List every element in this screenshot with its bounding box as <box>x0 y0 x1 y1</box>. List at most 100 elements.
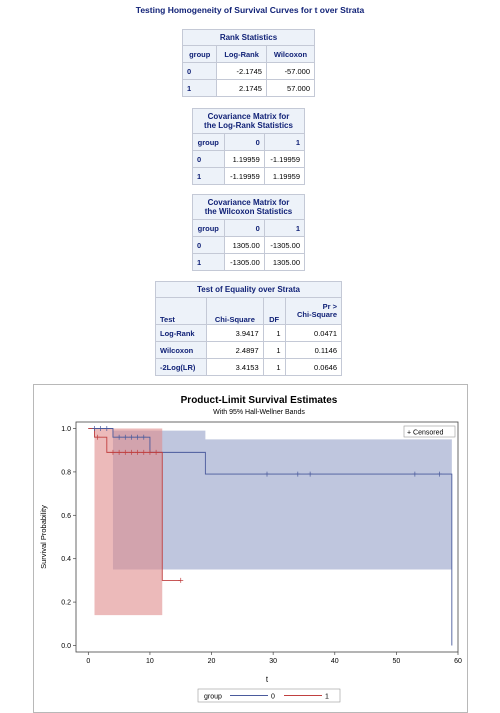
censored-mark <box>307 471 313 477</box>
cell: 1 <box>262 358 286 377</box>
censored-mark <box>110 449 116 455</box>
header-chi-square: Chi-Square <box>206 297 264 326</box>
cell: 1305.00 <box>263 253 306 272</box>
y-tick-label: 0.8 <box>61 469 71 476</box>
header-pr-chi-square: Pr > Chi-Square <box>284 297 343 326</box>
censored-mark <box>178 577 184 583</box>
row-header: Wilcoxon <box>154 341 208 360</box>
censored-mark <box>116 449 122 455</box>
rank-statistics-table: Rank Statistics group Log-Rank Wilcoxon … <box>181 29 316 98</box>
cell: -2.1745 <box>216 62 267 81</box>
axes: 0 10 20 30 40 50 60 0.0 0.2 0.4 0.6 0.8 1.0 <box>61 426 462 665</box>
cell: 0.0471 <box>284 324 343 343</box>
chart-title: Product-Limit Survival Estimates <box>181 395 338 406</box>
cell: 57.000 <box>265 79 316 98</box>
caption-line: Covariance Matrix for <box>207 198 290 207</box>
survival-plot: Product-Limit Survival Estimates With 95… <box>39 395 462 703</box>
censored-mark <box>98 426 104 432</box>
censored-mark <box>147 449 153 455</box>
censored-marks <box>91 426 443 583</box>
censored-mark <box>116 434 122 440</box>
x-tick-label: 0 <box>86 658 90 665</box>
y-axis-label: Survival Probability <box>39 505 48 569</box>
censored-mark <box>122 434 128 440</box>
header-0: 0 <box>223 219 265 238</box>
censored-mark <box>135 434 141 440</box>
plot-area-border <box>75 421 459 653</box>
header-group: group <box>192 219 225 238</box>
header-1: 1 <box>263 133 306 152</box>
row-header: 0 <box>181 62 218 81</box>
censored-legend-box <box>403 425 456 438</box>
header-wilcoxon: Wilcoxon <box>265 45 316 64</box>
censored-legend: + Censored <box>403 425 456 438</box>
header-1: 1 <box>263 219 306 238</box>
header-group: group <box>181 45 218 64</box>
x-tick-label: 30 <box>269 658 277 665</box>
rank-statistics-caption: Rank Statistics <box>182 29 315 46</box>
cell: -1.19959 <box>263 150 306 169</box>
row-header: 0 <box>192 236 225 255</box>
confidence-band-group-0 <box>112 430 452 570</box>
cell: 1.19959 <box>223 150 265 169</box>
censored-mark <box>104 426 110 432</box>
cell: 0.0646 <box>284 358 343 377</box>
table-row: 1 2.1745 57.000 <box>181 79 316 98</box>
censored-mark <box>122 449 128 455</box>
cell: -57.000 <box>265 62 316 81</box>
x-axis-label: t <box>266 675 269 684</box>
equality-test-table: Test of Equality over Strata Test Chi-Sq… <box>154 281 343 377</box>
cell: -1305.00 <box>223 253 265 272</box>
cell: 3.4153 <box>206 358 264 377</box>
cell: 1 <box>262 341 286 360</box>
header-test: Test <box>154 297 208 326</box>
row-header: 0 <box>192 150 225 169</box>
header-log-rank: Log-Rank <box>216 45 267 64</box>
chart-subtitle: With 95% Hall-Wellner Bands <box>213 409 305 416</box>
censored-mark <box>128 449 134 455</box>
cell: 1 <box>262 324 286 343</box>
censored-mark <box>141 434 147 440</box>
table-row: -2Log(LR) 3.4153 1 0.0646 <box>154 358 343 377</box>
censored-legend-label: + Censored <box>407 430 443 437</box>
table-row: 0 1.19959 -1.19959 <box>192 150 306 169</box>
table-row: 0 1305.00 -1305.00 <box>192 236 306 255</box>
row-header: -2Log(LR) <box>154 358 208 377</box>
cell: 3.9417 <box>206 324 264 343</box>
table-row: Log-Rank 3.9417 1 0.0471 <box>154 324 343 343</box>
censored-mark <box>437 471 443 477</box>
caption-line: the Wilcoxon Statistics <box>204 207 293 217</box>
table-row: Wilcoxon 2.4897 1 0.1146 <box>154 341 343 360</box>
caption-line: the Log-Rank Statistics <box>204 121 293 131</box>
censored-mark <box>295 471 301 477</box>
equality-test-caption: Test of Equality over Strata <box>155 281 342 298</box>
header-pr: Pr > <box>322 301 337 311</box>
censored-mark <box>128 434 134 440</box>
cell: 1305.00 <box>223 236 265 255</box>
y-tick-label: 0.0 <box>61 643 71 650</box>
cell: 0.1146 <box>284 341 343 360</box>
table-row: 1 -1.19959 1.19959 <box>192 167 306 186</box>
censored-mark <box>264 471 270 477</box>
y-tick-label: 0.6 <box>61 513 71 520</box>
group-legend-box <box>197 688 341 703</box>
legend-label-group-1: 1 <box>325 694 329 701</box>
row-header: 1 <box>192 167 225 186</box>
covariance-logrank-caption: Covariance Matrix for the Log-Rank Stati… <box>192 108 305 134</box>
censored-mark <box>135 449 141 455</box>
censored-mark <box>91 426 97 432</box>
group-legend: group 0 1 <box>197 688 341 703</box>
covariance-wilcoxon-caption: Covariance Matrix for the Wilcoxon Stati… <box>192 194 305 220</box>
row-header: 1 <box>181 79 218 98</box>
cell: -1305.00 <box>263 236 306 255</box>
x-tick-label: 60 <box>454 658 462 665</box>
legend-label-group-0: 0 <box>271 694 275 701</box>
table-row: 0 -2.1745 -57.000 <box>181 62 316 81</box>
y-tick-label: 0.4 <box>61 556 71 563</box>
covariance-logrank-table: Covariance Matrix for the Log-Rank Stati… <box>192 108 306 186</box>
censored-mark <box>95 434 101 440</box>
row-header: 1 <box>192 253 225 272</box>
y-tick-label: 1.0 <box>61 426 71 433</box>
y-tick-label: 0.2 <box>61 600 71 607</box>
page-title: Testing Homogeneity of Survival Curves f… <box>135 5 365 15</box>
